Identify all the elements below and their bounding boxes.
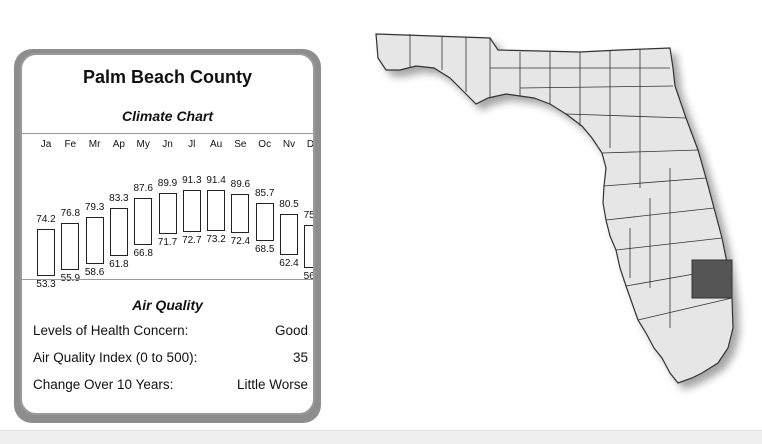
low-temp-label: 58.6 (84, 266, 105, 278)
temp-range-bar (37, 228, 55, 276)
temp-range-bar (207, 189, 226, 231)
bottom-bar (0, 430, 762, 444)
aq-label: Levels of Health Concern: (33, 323, 189, 338)
month-label: Nv (282, 139, 296, 150)
aq-row-health-concern: Levels of Health Concern: Good (33, 323, 308, 338)
divider (22, 279, 313, 280)
temp-range-bar (158, 193, 177, 235)
month-label: Ap (112, 139, 125, 150)
florida-map (375, 33, 734, 384)
low-temp-label: 72.4 (230, 235, 251, 247)
month-label: Jl (188, 139, 196, 150)
month-label: Se (234, 139, 247, 150)
high-temp-label: 91.4 (206, 174, 226, 186)
climate-chart: Ja 74.2 53.3 Fe 76.8 55.9 Mr 79.3 58.6 Ap 83.3 61.8… (22, 134, 315, 290)
climate-chart-title: Climate Chart (121, 108, 214, 124)
air-quality-title: Air Quality (132, 297, 203, 313)
county-borders (409, 34, 733, 328)
month-label: Oc (258, 139, 272, 150)
high-temp-label: 80.5 (279, 199, 299, 211)
low-temp-label: 66.8 (133, 248, 153, 260)
low-temp-label: 72.7 (182, 234, 202, 246)
aq-value: Good (274, 323, 308, 338)
temp-range-bar (182, 190, 201, 232)
month-label: My (136, 139, 150, 150)
month-label: Mr (88, 139, 101, 150)
low-temp-label: 71.7 (157, 237, 178, 249)
divider (22, 133, 313, 134)
high-temp-label: 83.3 (109, 193, 129, 205)
high-temp-label: 79.3 (84, 202, 105, 214)
high-temp-label: 75.9 (303, 209, 315, 221)
temp-range-bar (304, 224, 313, 268)
temp-range-bar (85, 217, 104, 264)
aq-value: Little Worse (236, 377, 308, 392)
low-temp-label: 62.4 (279, 258, 299, 270)
high-temp-label: 91.3 (182, 175, 202, 187)
aq-value: 35 (292, 350, 308, 365)
high-temp-label: 89.6 (230, 178, 251, 190)
aq-row-index: Air Quality Index (0 to 500): 35 (33, 350, 308, 365)
month-label: Fe (64, 139, 77, 150)
temp-range-bar (61, 222, 80, 270)
low-temp-label: 61.8 (109, 259, 129, 271)
temp-range-bar (134, 198, 153, 246)
month-label: Jn (162, 139, 173, 150)
florida-outline (375, 33, 734, 384)
temp-range-bar (231, 193, 250, 233)
aq-label: Air Quality Index (0 to 500): (33, 350, 198, 365)
month-label: Au (209, 139, 223, 150)
high-temp-label: 76.8 (60, 207, 81, 219)
low-temp-label: 53.3 (36, 278, 56, 290)
high-temp-label: 74.2 (36, 213, 56, 225)
high-temp-label: 87.6 (133, 183, 153, 195)
temp-range-bar (255, 202, 274, 242)
temp-range-bar (280, 214, 298, 256)
high-temp-label: 89.9 (157, 178, 178, 190)
county-info-card: Palm Beach County Climate Chart Ja 74.2 53… (20, 53, 315, 415)
month-label: Ja (40, 139, 52, 150)
low-temp-label: 73.2 (206, 233, 226, 245)
county-title: Palm Beach County (82, 67, 253, 87)
low-temp-label: 56.7 (303, 270, 315, 282)
aq-label: Change Over 10 Years: (33, 377, 174, 392)
month-label: De (306, 139, 315, 150)
low-temp-label: 55.9 (60, 272, 81, 284)
high-temp-label: 85.7 (254, 187, 275, 199)
aq-row-change: Change Over 10 Years: Little Worse (33, 377, 308, 392)
low-temp-label: 68.5 (254, 244, 275, 256)
temp-range-bar (109, 208, 128, 257)
palm-beach-county-highlight (691, 259, 733, 299)
